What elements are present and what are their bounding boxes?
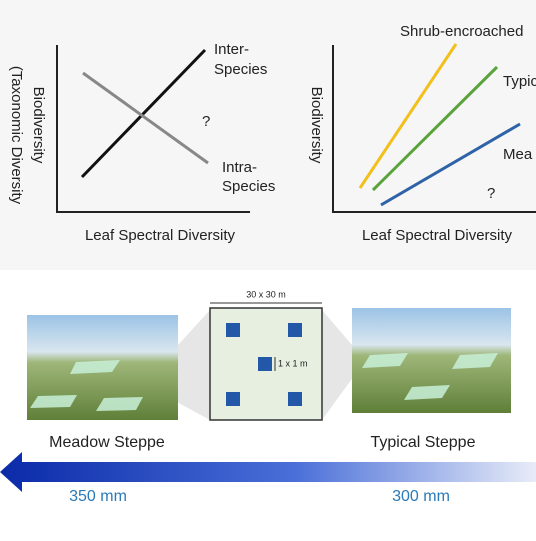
- plot-design: 30 x 30 m 1 x 1 m: [209, 289, 323, 421]
- quadrat-size: 1 x 1 m: [278, 358, 308, 368]
- typical-photo: [352, 308, 511, 413]
- x-label: Leaf Spectral Diversity: [85, 227, 236, 244]
- zoom-funnel: [322, 310, 362, 420]
- intra-line: [82, 71, 209, 165]
- plot-size: 30 x 30 m: [246, 289, 286, 299]
- meadow-line: [380, 122, 521, 207]
- quadrat: [226, 323, 240, 337]
- site-label: Typical Steppe: [371, 434, 476, 451]
- precipitation: 350 mm: [69, 488, 127, 505]
- line-label: Mea: [503, 146, 533, 163]
- inter-label: Species: [214, 61, 267, 78]
- shrub-line: [358, 43, 458, 189]
- quadrat: [288, 392, 302, 406]
- typical-line: [371, 65, 499, 192]
- axes: [332, 45, 536, 213]
- y-label: Biodiversity: [308, 87, 325, 164]
- right-panel: Shrub-encroached Typic Mea ? Biodiversit…: [308, 23, 536, 244]
- y-label: Biodiversity: [30, 87, 47, 164]
- line-label: Typic: [503, 73, 536, 90]
- inter-label: Inter-: [214, 41, 249, 58]
- x-label: Leaf Spectral Diversity: [362, 227, 513, 244]
- axes: [56, 45, 250, 213]
- quadrat: [288, 323, 302, 337]
- question: ?: [202, 113, 210, 130]
- quadrat: [258, 357, 272, 371]
- site-label: Meadow Steppe: [49, 434, 165, 451]
- top-background: [0, 0, 536, 270]
- y-label: (Taxonomic Diversity: [8, 66, 25, 205]
- left-panel: Inter- Species Intra- Species ? Biodiver…: [8, 41, 275, 244]
- question: ?: [487, 185, 495, 202]
- intra-label: Species: [222, 178, 275, 195]
- line-label: Shrub-encroached: [400, 23, 523, 40]
- precipitation: 300 mm: [392, 488, 450, 505]
- intra-label: Intra-: [222, 159, 257, 176]
- gradient-arrow: [0, 452, 536, 492]
- quadrat: [226, 392, 240, 406]
- meadow-photo: [27, 315, 178, 420]
- inter-line: [80, 48, 207, 179]
